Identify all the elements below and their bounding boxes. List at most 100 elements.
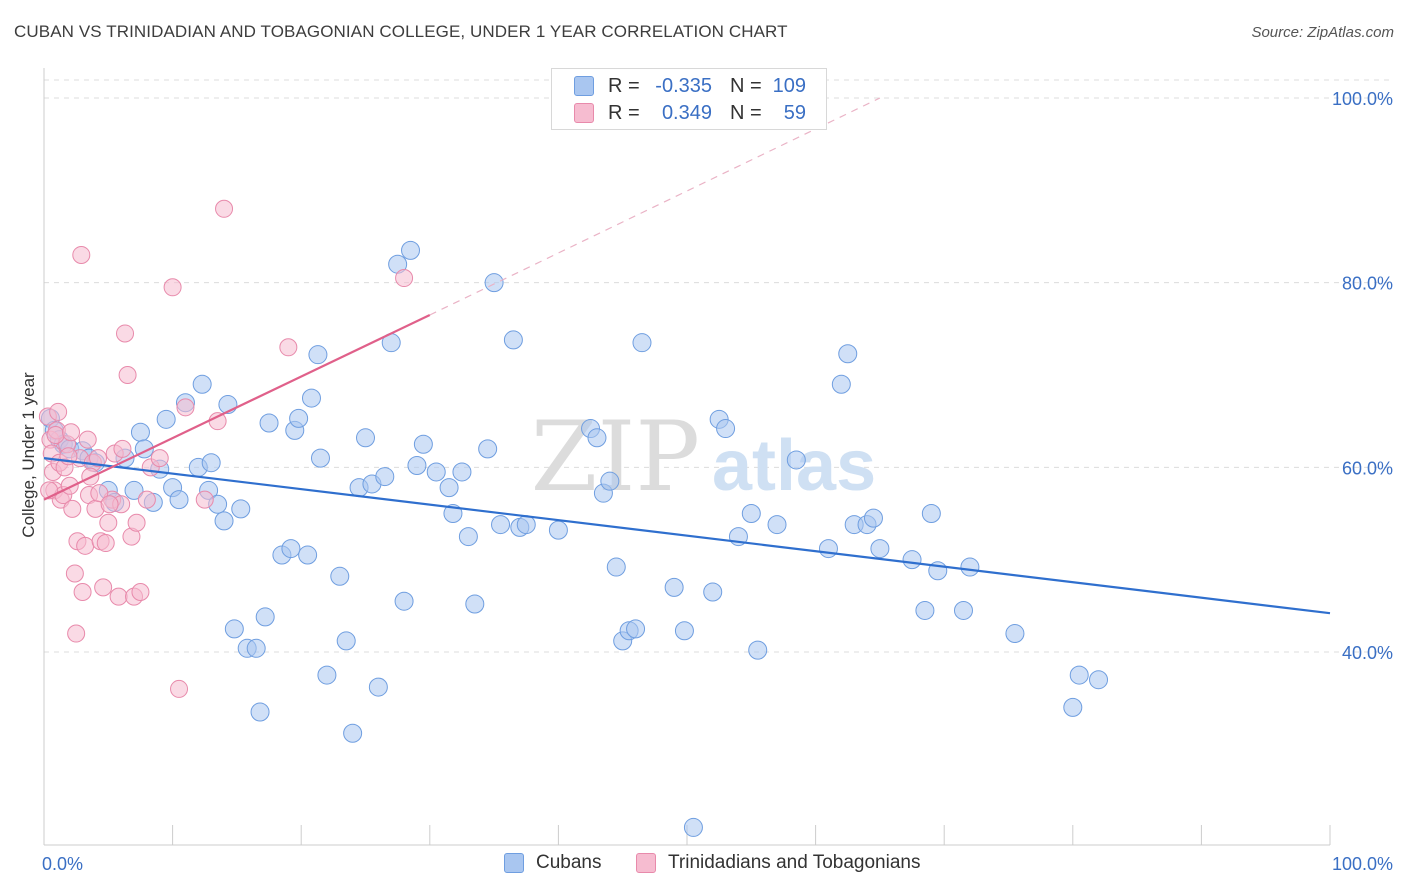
cuban-point <box>863 508 883 528</box>
trinidadian-point <box>208 412 227 431</box>
cuban-point <box>818 539 838 559</box>
cuban-point <box>317 665 337 685</box>
cuban-point <box>587 428 607 448</box>
y-axis-label: College, Under 1 year <box>19 372 38 538</box>
n-value: 109 <box>772 74 806 97</box>
trinidadian-point <box>46 426 65 445</box>
tick-labels: 40.0% 60.0% 80.0% 100.0% 0.0% 100.0% <box>42 89 1393 874</box>
cuban-point <box>231 499 251 519</box>
cuban-point <box>192 374 212 394</box>
watermark: ZIP atlas <box>531 401 876 513</box>
cuban-point <box>491 515 511 535</box>
cuban-point <box>401 240 421 260</box>
cuban-point <box>478 439 498 459</box>
source-label: Source: ZipAtlas.com <box>1251 24 1394 41</box>
trinidadian-point <box>67 624 86 643</box>
cuban-point <box>201 453 221 473</box>
legend-label-trinidadians: Trinidadians and Tobagonians <box>668 852 921 873</box>
cuban-point <box>156 409 176 429</box>
trinidadian-point <box>109 587 128 606</box>
cuban-point <box>426 462 446 482</box>
cuban-point <box>748 640 768 660</box>
cuban-point <box>953 600 973 620</box>
cuban-point <box>336 631 356 651</box>
cuban-point <box>214 511 234 531</box>
cuban-point <box>124 480 144 500</box>
r-value: -0.335 <box>655 74 712 97</box>
trinidadian-point <box>113 439 132 458</box>
trinidadian-point <box>170 679 189 698</box>
cuban-point <box>368 677 388 697</box>
cuban-point <box>484 273 504 293</box>
legend-row-trinidadians: R = 0.349 N = 59 <box>574 100 806 126</box>
gridlines <box>44 79 1392 653</box>
trinidadian-point <box>99 513 118 532</box>
legend-swatch-cubans <box>504 853 524 873</box>
trinidadian-point <box>195 490 214 509</box>
cuban-point <box>786 450 806 470</box>
trinidadian-point <box>395 269 414 288</box>
cuban-point <box>407 455 427 475</box>
cuban-point <box>960 557 980 577</box>
correlation-legend: R = -0.335 N = 109 R = 0.349 N = 59 <box>551 68 827 130</box>
cuban-point <box>250 702 270 722</box>
cuban-point <box>1005 624 1025 644</box>
cuban-point <box>130 422 150 442</box>
cuban-point <box>870 539 890 559</box>
legend-item-trinidadians[interactable]: Trinidadians and Tobagonians <box>636 852 920 874</box>
series-legend: Cubans Trinidadians and Tobagonians <box>0 852 1406 878</box>
n-label: N = <box>730 74 762 97</box>
cuban-point <box>375 467 395 487</box>
cuban-point <box>921 504 941 523</box>
cuban-point <box>394 591 414 611</box>
cuban-point <box>281 539 301 559</box>
y-tick-label: 80.0% <box>1342 274 1393 294</box>
cuban-point <box>289 408 309 428</box>
trinidadian-point <box>65 564 84 583</box>
cuban-point <box>915 600 935 620</box>
trend-line-trinidadians <box>43 313 431 501</box>
cuban-point <box>664 577 684 597</box>
trend-line-cubans <box>43 457 1331 615</box>
cuban-point <box>831 374 851 394</box>
cuban-point <box>902 550 922 570</box>
cuban-point <box>259 413 279 433</box>
trinidadian-point <box>279 338 298 357</box>
cuban-point <box>439 478 459 498</box>
cuban-point <box>632 333 652 353</box>
cuban-point <box>458 527 478 547</box>
n-value: 59 <box>783 101 806 124</box>
legend-swatch-trinidadians <box>636 853 656 873</box>
cuban-point <box>255 607 275 627</box>
trinidadian-point <box>163 278 182 297</box>
cuban-point <box>516 515 536 535</box>
trend-extension-trinidadians <box>429 97 881 316</box>
r-label: R = <box>608 74 640 97</box>
legend-row-cubans: R = -0.335 N = 109 <box>574 73 806 99</box>
trinidadian-point <box>62 423 81 442</box>
r-value: 0.349 <box>661 101 712 124</box>
trinidadian-point <box>116 324 135 343</box>
trinidadian-point <box>100 495 119 514</box>
cuban-point <box>674 621 694 641</box>
x-tick-label: 100.0% <box>1332 854 1393 874</box>
cuban-point <box>626 619 646 639</box>
trinidadian-point <box>176 398 195 417</box>
cuban-point <box>503 330 523 350</box>
trinidadian-point <box>137 490 156 509</box>
cuban-point <box>301 388 321 408</box>
legend-item-cubans[interactable]: Cubans <box>504 852 602 874</box>
legend-label-cubans: Cubans <box>536 852 602 873</box>
cuban-point <box>413 434 433 454</box>
trinidadian-point <box>94 578 113 597</box>
r-label: R = <box>608 101 640 124</box>
cuban-point <box>716 419 736 439</box>
trinidadian-point <box>73 582 92 601</box>
cuban-point <box>310 448 330 468</box>
cuban-point <box>1089 670 1109 690</box>
series-cubans <box>40 240 1109 837</box>
trinidadian-point <box>78 430 97 449</box>
chart-title: CUBAN VS TRINIDADIAN AND TOBAGONIAN COLL… <box>14 22 788 41</box>
cuban-point <box>606 557 626 577</box>
